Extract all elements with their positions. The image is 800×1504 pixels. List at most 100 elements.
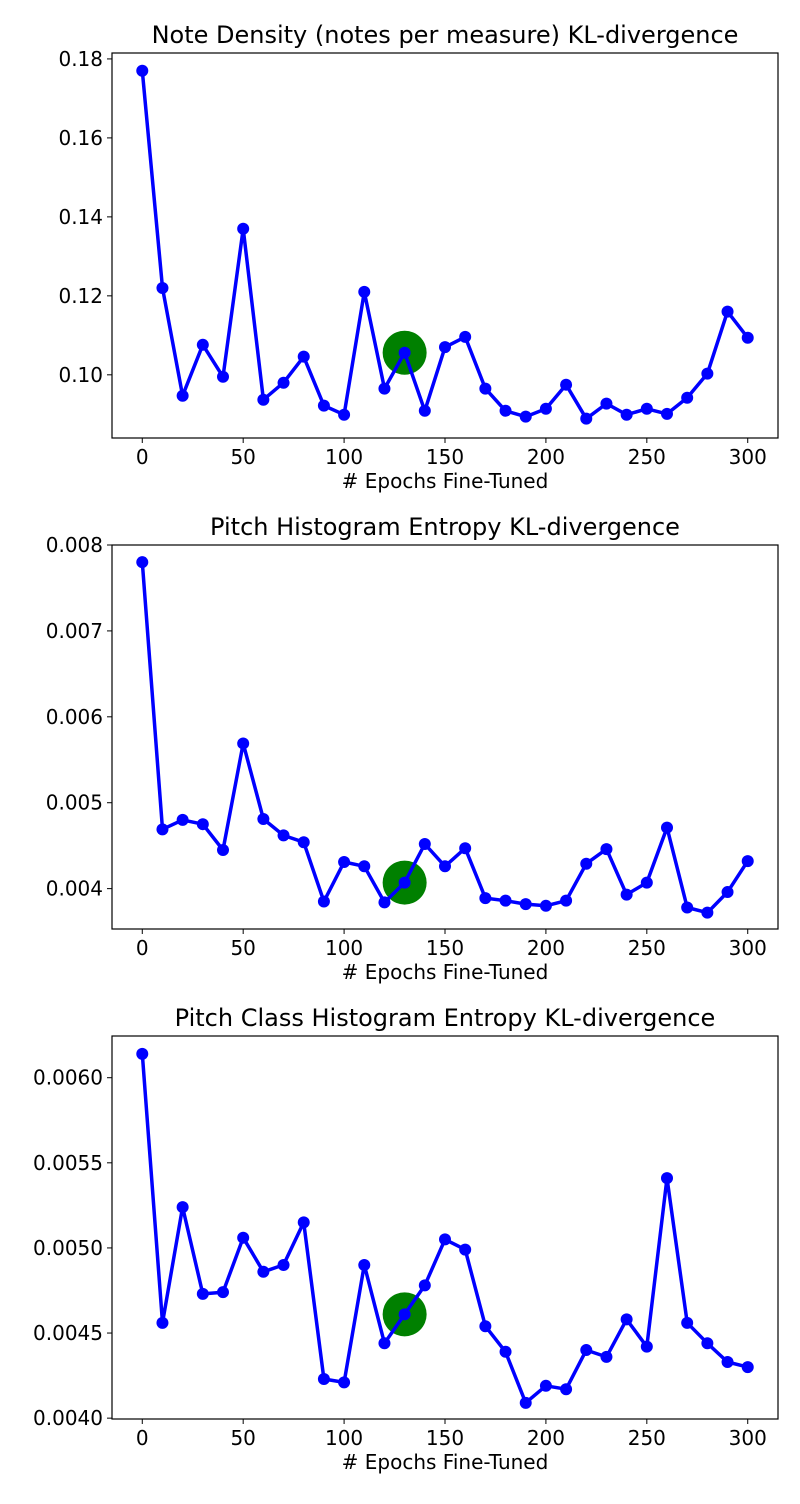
data-point (378, 382, 391, 395)
data-line (140, 70, 750, 421)
plot-area (136, 64, 754, 425)
x-tick-label: 50 (230, 445, 255, 469)
x-axis-label: # Epochs Fine-Tuned (342, 960, 549, 984)
data-point (217, 843, 229, 856)
data-point (721, 886, 734, 899)
x-tick-label: 0 (136, 445, 149, 469)
x-tick-label: 100 (325, 936, 363, 960)
plot-area (136, 556, 754, 919)
data-point (176, 1201, 189, 1214)
data-point (439, 341, 451, 354)
x-tick-label: 250 (628, 936, 666, 960)
data-point (338, 1376, 351, 1389)
data-point (277, 1258, 290, 1271)
data-point (317, 1372, 330, 1385)
data-point (539, 402, 552, 415)
y-tick-label: 0.10 (58, 363, 103, 387)
data-point (257, 1265, 270, 1278)
data-point (176, 813, 189, 826)
data-point (600, 397, 613, 410)
y-tick-label: 0.12 (58, 284, 103, 308)
data-point (519, 410, 532, 423)
data-point (620, 1313, 633, 1326)
data-point (600, 1350, 613, 1363)
data-point (217, 370, 229, 383)
y-tick-label: 0.18 (58, 47, 103, 71)
data-point (701, 367, 714, 380)
x-tick-label: 250 (628, 445, 666, 469)
data-line (140, 1053, 749, 1405)
y-tick-label: 0.006 (46, 705, 103, 729)
data-point (681, 1316, 694, 1329)
x-tick-label: 200 (527, 445, 565, 469)
x-axis-label: # Epochs Fine-Tuned (342, 1450, 549, 1474)
y-tick-label: 0.0040 (33, 1406, 103, 1430)
data-point (136, 64, 149, 77)
data-point (580, 412, 593, 425)
x-tick-label: 300 (729, 936, 767, 960)
data-point (398, 346, 411, 359)
data-point (701, 1337, 714, 1350)
data-point (580, 1344, 593, 1357)
data-line (140, 562, 750, 915)
data-point (317, 895, 330, 908)
y-tick-label: 0.16 (58, 126, 103, 150)
chart-title: Note Density (notes per measure) KL-dive… (152, 21, 739, 49)
data-point (378, 1337, 391, 1350)
data-point (459, 842, 472, 855)
data-point (176, 389, 189, 402)
data-point (560, 894, 573, 907)
data-point (519, 898, 532, 911)
data-point (338, 855, 351, 868)
y-tick-label: 0.0050 (33, 1236, 103, 1260)
axes-frame (111, 52, 779, 439)
data-point (237, 737, 250, 750)
y-tick-label: 0.0060 (33, 1066, 103, 1090)
data-point (560, 378, 573, 391)
data-point (237, 1231, 250, 1244)
data-point (358, 285, 371, 298)
data-point (479, 382, 492, 395)
data-point (741, 331, 754, 344)
data-point (156, 281, 169, 294)
data-point (277, 829, 290, 842)
plot-area (136, 1047, 754, 1409)
data-point (640, 876, 653, 889)
data-point (539, 899, 552, 912)
data-point (600, 843, 613, 856)
data-point (196, 1287, 209, 1300)
data-point (237, 222, 250, 235)
data-point (661, 821, 673, 834)
data-point (317, 399, 330, 412)
data-point (620, 408, 633, 421)
data-point (741, 1361, 754, 1374)
data-point (499, 404, 512, 417)
chart-panel-2: Pitch Histogram Entropy KL-divergence 0 50… (46, 513, 779, 984)
x-tick-label: 150 (426, 1426, 464, 1450)
data-point (358, 1258, 371, 1271)
data-point (681, 391, 694, 404)
y-tick-label: 0.0045 (33, 1321, 103, 1345)
x-tick-label: 150 (426, 445, 464, 469)
data-point (439, 1233, 451, 1246)
data-point (620, 888, 633, 901)
data-point (277, 376, 290, 389)
y-tick-label: 0.005 (46, 791, 103, 815)
data-point (398, 876, 411, 889)
data-point (479, 1320, 492, 1333)
data-point (539, 1379, 552, 1392)
data-point (479, 892, 492, 905)
axes-frame (111, 1035, 779, 1420)
data-point (257, 393, 270, 406)
chart-panel-3: Pitch Class Histogram Entropy KL-diverge… (33, 1004, 779, 1474)
x-axis-label: # Epochs Fine-Tuned (342, 469, 549, 493)
chart-title: Pitch Histogram Entropy KL-divergence (210, 513, 680, 541)
data-point (398, 1308, 411, 1321)
data-point (640, 1340, 653, 1353)
x-tick-label: 300 (729, 1426, 767, 1450)
data-point (196, 338, 209, 351)
y-tick-label: 0.0055 (33, 1151, 103, 1175)
data-point (136, 556, 149, 569)
chart-title: Pitch Class Histogram Entropy KL-diverge… (175, 1004, 716, 1032)
